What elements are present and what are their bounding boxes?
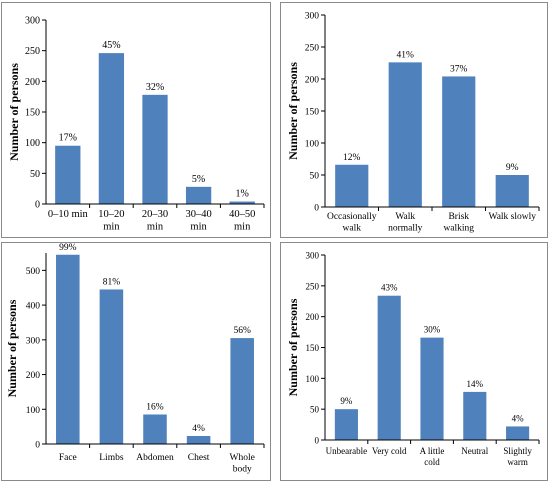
y-tick-label: 250 [25, 46, 40, 57]
y-tick-label: 300 [26, 336, 41, 346]
category-label: 20–30 min [142, 209, 168, 233]
y-tick-label: 150 [25, 108, 40, 119]
bar [186, 436, 211, 444]
y-tick-label: 200 [305, 76, 320, 86]
data-label: 56% [233, 326, 251, 336]
y-axis-title: Number of persons [5, 299, 19, 397]
y-tick-label: 300 [25, 16, 40, 27]
chart-body-part: 0 100 200 300 400 500 Number of persons 99% Face… [5, 243, 265, 474]
y-tick-label: 100 [305, 140, 320, 150]
category-label: Abdomen [136, 453, 174, 463]
category-label: A little cold [420, 446, 445, 467]
y-tick-label: 200 [306, 312, 320, 322]
category-label: Very cold [372, 446, 407, 456]
bar [335, 164, 369, 207]
category-label: Slightly warm [503, 446, 532, 467]
y-tick-label: 250 [306, 281, 320, 291]
category-label: Brisk walking [443, 212, 474, 233]
category-label: Unbearable [326, 446, 367, 456]
y-tick-label: 0 [35, 200, 40, 211]
data-label: 41% [397, 50, 415, 60]
data-label: 30% [424, 325, 441, 335]
bar [388, 62, 422, 207]
category-label: Whole body [230, 453, 255, 474]
data-label: 5% [192, 174, 205, 185]
data-label: 14% [467, 379, 484, 389]
y-tick-label: 250 [305, 44, 320, 54]
category-label: Walk normally [388, 212, 423, 233]
category-label: 0–10 min [48, 209, 89, 220]
bar [229, 201, 255, 204]
chart-panel-walking: 0 50 100 150 200 250 300 Number of persons 12% Oc… [280, 2, 548, 238]
category-label: Occasionally walk [327, 212, 377, 233]
category-label: 10–20 min [98, 209, 124, 233]
bar [506, 426, 530, 440]
y-tick-label: 500 [26, 267, 41, 277]
y-tick-label: 200 [25, 77, 40, 88]
data-label: 32% [146, 82, 164, 93]
data-label: 9% [340, 396, 353, 406]
y-axis-title: Number of persons [286, 62, 300, 160]
bar [442, 76, 476, 207]
y-tick-label: 300 [306, 251, 320, 261]
y-tick-label: 200 [26, 371, 41, 381]
data-label: 43% [381, 283, 398, 293]
category-label: Limbs [99, 453, 124, 463]
y-tick-label: 100 [26, 406, 41, 416]
chart-thermal: 0 50 100 150 200 250 300 Number of persons 9% Unb… [286, 251, 540, 467]
bar [420, 337, 444, 440]
data-label: 17% [59, 133, 77, 144]
y-tick-label: 100 [306, 374, 320, 384]
data-label: 37% [450, 64, 468, 74]
category-label: Face [59, 453, 77, 463]
bar [230, 338, 254, 444]
bar [143, 414, 167, 444]
y-tick-label: 0 [35, 441, 40, 451]
category-label: Chest [188, 453, 210, 463]
data-label: 16% [146, 402, 164, 412]
y-tick-label: 400 [26, 302, 41, 312]
y-axis-title: Number of persons [7, 63, 21, 161]
chart-panel-body-part: 0 100 200 300 400 500 Number of persons 99% Face… [1, 242, 271, 481]
data-label: 99% [59, 243, 77, 253]
y-tick-label: 100 [25, 138, 40, 149]
bar [142, 94, 168, 204]
chart-walking: 0 50 100 150 200 250 300 Number of persons 12% Oc… [286, 12, 540, 233]
y-tick-label: 50 [310, 405, 320, 415]
category-label: Walk slowly [488, 212, 536, 222]
data-label: 1% [236, 189, 249, 200]
data-label: 9% [506, 163, 519, 173]
bar [334, 409, 358, 440]
bar [56, 254, 80, 444]
y-tick-label: 50 [310, 172, 320, 182]
y-tick-label: 150 [305, 108, 320, 118]
data-label: 81% [103, 277, 121, 287]
data-label: 45% [102, 40, 120, 51]
bar [99, 289, 124, 444]
chart-panel-duration: 0 50 100 150 200 250 300 Number of persons 17% 0–… [1, 2, 271, 238]
y-tick-label: 0 [315, 436, 320, 446]
category-label: Neutral [461, 446, 488, 456]
y-tick-label: 150 [306, 343, 320, 353]
y-tick-label: 0 [314, 204, 319, 214]
data-label: 4% [192, 424, 205, 434]
data-label: 4% [512, 413, 524, 423]
y-axis-title: Number of persons [286, 298, 300, 396]
category-label: 30–40 min [185, 209, 211, 233]
bar [495, 175, 529, 207]
chart-duration: 0 50 100 150 200 250 300 Number of persons 17% 0–… [7, 16, 265, 233]
data-label: 12% [343, 153, 361, 163]
y-tick-label: 300 [305, 12, 320, 22]
bar [98, 53, 125, 205]
bar [55, 145, 81, 204]
bar [377, 295, 401, 440]
bar [463, 391, 487, 440]
chart-panel-thermal: 0 50 100 150 200 250 300 Number of persons 9% Unb… [280, 242, 548, 481]
bar [185, 186, 212, 204]
category-label: 40–50 min [229, 209, 255, 233]
y-tick-label: 50 [30, 169, 40, 180]
